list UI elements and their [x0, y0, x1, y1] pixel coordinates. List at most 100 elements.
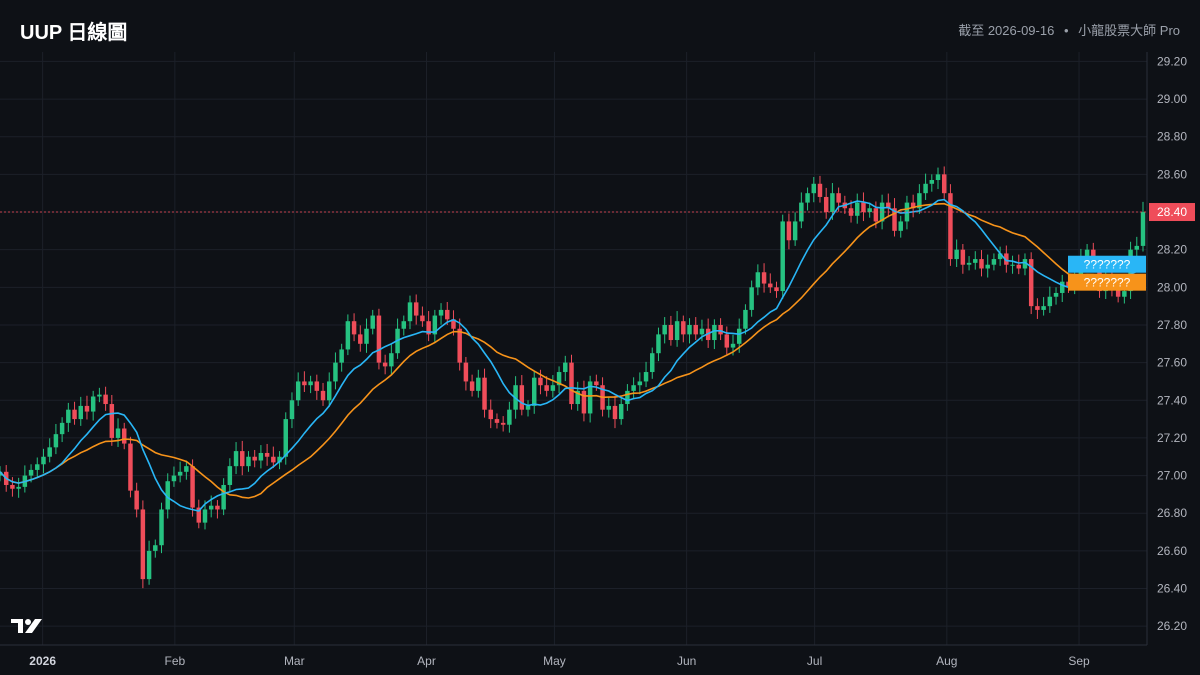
candle-body [202, 509, 208, 523]
candle-body [469, 381, 475, 391]
candle-body [451, 319, 456, 329]
candle-body [482, 377, 487, 410]
candle-body [351, 321, 357, 335]
candle-body [59, 422, 65, 435]
x-tick-label: Sep [1068, 654, 1090, 668]
candle-body [438, 309, 444, 316]
candle-body [563, 362, 568, 373]
candle-body [184, 466, 189, 472]
y-tick-label: 26.80 [1157, 506, 1187, 520]
candle-body [128, 443, 133, 491]
candle-body [575, 390, 580, 405]
candle-body [730, 343, 736, 348]
candle-body [146, 550, 152, 580]
candle-body [954, 249, 959, 260]
candle-body [16, 486, 21, 489]
ma-fast-line [0, 198, 1144, 512]
candle-body [929, 180, 935, 184]
candle-body [53, 434, 59, 448]
candle-body [699, 328, 705, 335]
candle-body [910, 202, 916, 209]
candle-body [985, 264, 990, 269]
candle-body [550, 385, 556, 391]
candle-body [786, 221, 792, 241]
candle-body [637, 381, 643, 386]
candle-body [923, 183, 928, 194]
candle-body [693, 324, 698, 335]
candle-body [370, 315, 375, 329]
candle-body [420, 315, 425, 322]
candle-body [879, 202, 885, 222]
candle-body [308, 381, 313, 386]
last-price-tag [1149, 203, 1195, 222]
x-tick-label: Jul [807, 654, 822, 668]
candle-body [264, 452, 270, 457]
candle-body [712, 324, 717, 341]
candle-body [246, 456, 251, 467]
candle-body [774, 287, 779, 292]
x-tick-label: Aug [936, 654, 957, 668]
tradingview-logo-icon [11, 617, 43, 640]
candle-body [587, 381, 593, 414]
candle-body [97, 394, 102, 397]
candle-body [1047, 296, 1053, 307]
candle-body [221, 484, 226, 510]
candle-body [917, 193, 922, 209]
x-tick-label: Jun [677, 654, 696, 668]
ma-fast-tag [1068, 255, 1146, 273]
candle-body [358, 334, 363, 344]
candle-body [650, 353, 655, 373]
candle-body [941, 174, 947, 194]
candle-body [140, 509, 146, 580]
candle-body [1060, 281, 1065, 293]
candle-body [531, 377, 537, 406]
candle-body [500, 422, 506, 425]
candle-body [656, 334, 661, 354]
candle-body [1115, 287, 1121, 297]
candle-body [1053, 292, 1059, 297]
candle-body [979, 259, 984, 269]
candle-body [401, 321, 407, 329]
candle-body [47, 447, 52, 457]
candle-body [190, 466, 195, 508]
y-tick-label: 28.20 [1157, 243, 1187, 257]
candle-body [873, 208, 879, 222]
candle-body [1022, 259, 1028, 269]
candle-body [861, 202, 866, 213]
y-tick-label: 27.40 [1157, 393, 1187, 407]
candle-body [283, 419, 288, 457]
candle-body [811, 183, 817, 194]
candle-body [159, 509, 164, 546]
candle-body [681, 321, 686, 335]
y-tick-label: 27.20 [1157, 431, 1187, 445]
candle-body [277, 456, 282, 463]
candle-body [494, 419, 500, 423]
candle-body [165, 481, 170, 510]
y-tick-label: 28.00 [1157, 280, 1187, 294]
candle-body [724, 334, 730, 348]
candle-body [252, 456, 257, 461]
y-tick-label: 27.60 [1157, 356, 1187, 370]
candle-body [122, 428, 127, 444]
meta-separator: • [1063, 23, 1069, 38]
candle-body [556, 372, 562, 386]
candle-body [28, 469, 34, 476]
candle-body [389, 353, 394, 367]
candle-body [463, 362, 469, 382]
candle-body [171, 475, 177, 482]
candle-body [507, 409, 512, 425]
candle-body [227, 466, 233, 485]
candle-body [109, 404, 115, 438]
candle-body [544, 385, 549, 391]
y-tick-label: 29.20 [1157, 54, 1187, 68]
x-tick-label: Feb [165, 654, 186, 668]
candle-body [749, 287, 754, 310]
candle-body [457, 328, 462, 363]
candle-body [898, 221, 903, 231]
candle-body [326, 381, 332, 401]
candle-body [432, 315, 438, 335]
candle-body [743, 309, 748, 329]
candle-body [606, 405, 612, 410]
candle-body [668, 324, 674, 341]
